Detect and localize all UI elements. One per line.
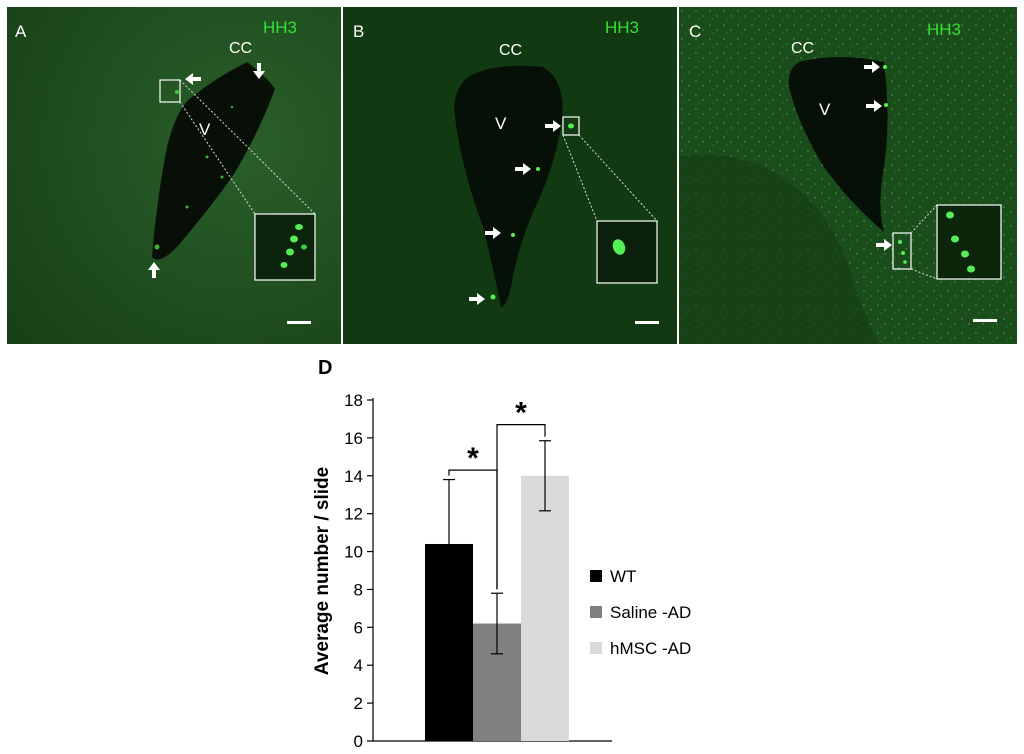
y-tick-label: 14: [344, 467, 363, 486]
y-tick-label: 10: [344, 543, 363, 562]
panel-letter: B: [353, 22, 364, 41]
y-tick-label: 16: [344, 429, 363, 448]
micrograph-panel-a: A HH3 CC V: [7, 7, 341, 344]
y-tick-label: 0: [354, 732, 363, 749]
ventricle-shape: [454, 65, 563, 307]
region-label-v: V: [495, 114, 507, 133]
magnified-inset: [596, 220, 658, 284]
white-arrow-icon: [148, 63, 265, 278]
magnified-inset: [936, 204, 1002, 280]
y-tick-label: 12: [344, 505, 363, 524]
micrograph-a: A HH3 CC V: [7, 7, 341, 344]
panel-letter: D: [318, 357, 332, 379]
ventricle-shape: [152, 62, 275, 260]
scale-bar: [635, 321, 659, 324]
significance-bracket: [496, 424, 546, 590]
inset-source-box: [562, 116, 580, 136]
legend-label: WT: [610, 567, 636, 586]
significance-star: *: [467, 442, 479, 475]
y-tick-label: 8: [354, 580, 363, 599]
legend-swatch: [590, 570, 602, 582]
panel-letter: C: [689, 22, 701, 41]
micrograph-c: C HH3 CC V: [679, 7, 1017, 344]
y-tick-label: 6: [354, 618, 363, 637]
inset-source-box: [159, 79, 181, 103]
legend-label: Saline -AD: [610, 603, 691, 622]
panel-letter: A: [15, 22, 27, 41]
region-label-cc: CC: [499, 42, 522, 59]
region-label-cc: CC: [791, 40, 814, 57]
white-arrow-icon: [864, 61, 892, 251]
micrograph-panel-c: C HH3 CC V: [679, 7, 1017, 344]
stain-label: HH3: [263, 18, 297, 37]
bar-chart: D Average number / slide 0 2 4 6 8 10 12 14 16 18…: [312, 357, 691, 751]
region-label-cc: CC: [229, 40, 252, 57]
region-label-v: V: [199, 120, 211, 139]
ventricle-shape: [788, 57, 888, 232]
legend-label: hMSC -AD: [610, 639, 691, 658]
magnified-inset: [254, 213, 316, 281]
legend-swatch: [590, 606, 602, 618]
y-tick-label: 18: [344, 391, 363, 410]
y-tick-label: 4: [354, 656, 363, 675]
micrograph-b: B HH3 CC V: [343, 7, 677, 344]
scale-bar: [287, 321, 311, 324]
inset-source-box: [892, 232, 912, 270]
white-arrow-icon: [469, 120, 561, 305]
micrograph-panel-b: B HH3 CC V: [343, 7, 677, 344]
legend-swatch: [590, 642, 602, 654]
stain-label: HH3: [605, 18, 639, 37]
bar-chart-panel-d: D Average number / slide 0 2 4 6 8 10 12 14 16 18…: [0, 344, 1024, 751]
y-tick-label: 2: [354, 694, 363, 713]
region-label-v: V: [819, 100, 831, 119]
bar-hmsc-ad: [521, 475, 569, 741]
significance-star: *: [515, 397, 527, 430]
scale-bar: [973, 319, 997, 322]
stain-label: HH3: [927, 20, 961, 39]
y-axis-label: Average number / slide: [312, 467, 333, 675]
